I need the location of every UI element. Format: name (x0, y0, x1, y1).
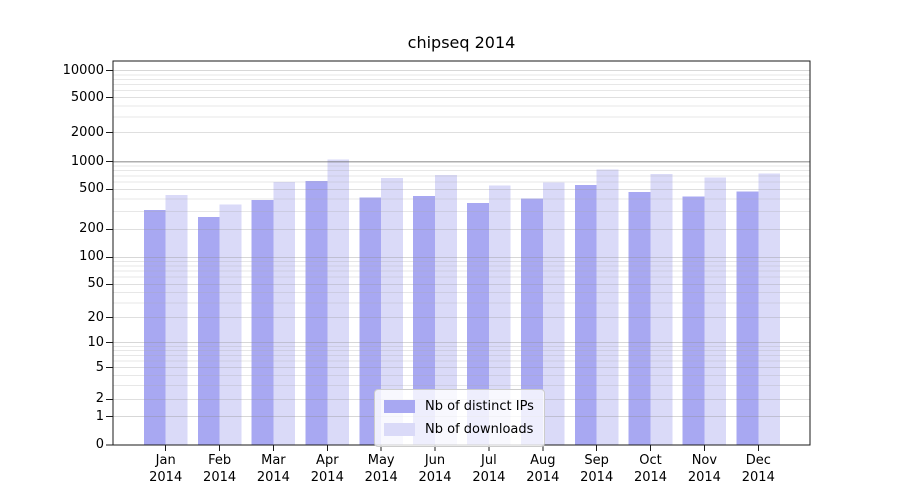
bar-downloads-mar (273, 182, 296, 445)
bar-ips-jun (413, 195, 435, 445)
bar-downloads-jan (165, 194, 188, 445)
month-label: Feb (208, 453, 232, 468)
month-label: Apr (316, 453, 339, 468)
legend-swatch-distinct-ips (384, 400, 415, 413)
legend-label-downloads: Nb of downloads (425, 422, 534, 437)
legend-item-downloads: Nb of downloads (384, 420, 534, 439)
bar-downloads-apr (327, 159, 350, 446)
legend-label-distinct-ips: Nb of distinct IPs (425, 399, 534, 414)
bar-ips-sep (574, 184, 597, 446)
y-tick-label: 0 (95, 437, 104, 452)
bar-ips-feb (197, 217, 220, 445)
y-tick-label: 20 (87, 309, 104, 325)
year-label: 2014 (418, 470, 452, 485)
y-tick-label: 100 (79, 249, 104, 265)
bar-downloads-oct (650, 174, 673, 445)
month-label: Aug (530, 453, 556, 468)
year-label: 2014 (687, 470, 721, 485)
year-label: 2014 (472, 470, 506, 485)
y-tick-label: 1 (95, 408, 104, 424)
y-tick-label: 10 (87, 334, 104, 350)
x-tick-label-nov: Nov 2014 (672, 452, 736, 486)
x-tick-label-jul: Jul 2014 (457, 452, 521, 486)
year-label: 2014 (580, 470, 614, 485)
x-tick-label-jan: Jan 2014 (134, 452, 198, 486)
year-label: 2014 (633, 470, 668, 485)
bar-ips-oct (628, 192, 651, 445)
month-label: Sep (584, 453, 609, 468)
x-tick-label-mar: Mar 2014 (241, 452, 305, 486)
bars-group (143, 159, 781, 446)
y-tick-label: 50 (87, 276, 104, 292)
year-label: 2014 (256, 470, 290, 485)
bar-ips-jan (143, 210, 166, 445)
y-tick-label: 1000 (70, 153, 104, 169)
bar-downloads-dec (758, 173, 781, 445)
y-tick-label: 2 (95, 391, 104, 407)
year-label: 2014 (149, 470, 183, 485)
x-tick-label-jun: Jun 2014 (403, 452, 467, 486)
y-tick-label: 5 (95, 359, 104, 375)
bar-downloads-nov (704, 177, 727, 445)
bar-ips-may (359, 197, 382, 445)
y-tick-label: 5000 (70, 89, 104, 105)
bar-downloads-feb (219, 204, 242, 445)
chart-title: chipseq 2014 (407, 33, 516, 52)
bar-ips-jul (467, 203, 489, 445)
month-label: Nov (691, 453, 718, 468)
month-label: Jan (155, 453, 176, 468)
y-tick-label: 2000 (70, 124, 104, 140)
bar-ips-aug (521, 198, 543, 445)
month-label: Mar (261, 453, 286, 468)
bar-ips-apr (305, 181, 328, 445)
bar-ips-dec (736, 191, 759, 445)
bar-downloads-jul (488, 185, 511, 445)
year-label: 2014 (526, 470, 560, 485)
month-label: Jun (424, 453, 446, 468)
bar-ips-mar (251, 200, 274, 445)
y-tick-label: 200 (79, 221, 104, 237)
bar-downloads-jun (435, 175, 457, 445)
gridlines (113, 70, 810, 418)
y-tick-label: 500 (79, 181, 104, 197)
x-tick-label-sep: Sep 2014 (565, 452, 629, 486)
legend-swatch-downloads (384, 423, 415, 436)
bar-downloads-aug (542, 182, 565, 445)
x-tick-label-dec: Dec 2014 (726, 452, 790, 486)
month-label: Oct (639, 453, 662, 468)
x-tick-label-aug: Aug 2014 (511, 452, 575, 486)
x-tick-label-may: May 2014 (349, 452, 413, 486)
y-tick-label: 10000 (62, 62, 104, 78)
bar-downloads-sep (596, 169, 619, 445)
legend-item-distinct-ips: Nb of distinct IPs (384, 397, 534, 416)
x-tick-label-feb: Feb 2014 (188, 452, 252, 486)
month-label: Jul (481, 453, 497, 468)
year-label: 2014 (203, 470, 237, 485)
month-label: May (367, 453, 395, 468)
year-label: 2014 (310, 470, 344, 485)
month-label: Dec (745, 453, 771, 468)
bar-downloads-may (381, 177, 403, 445)
x-tick-label-oct: Oct 2014 (619, 452, 683, 486)
legend: Nb of distinct IPs Nb of downloads (374, 389, 545, 447)
bar-ips-nov (682, 196, 705, 445)
year-label: 2014 (741, 470, 775, 485)
year-label: 2014 (364, 470, 398, 485)
x-tick-label-apr: Apr 2014 (295, 452, 359, 486)
